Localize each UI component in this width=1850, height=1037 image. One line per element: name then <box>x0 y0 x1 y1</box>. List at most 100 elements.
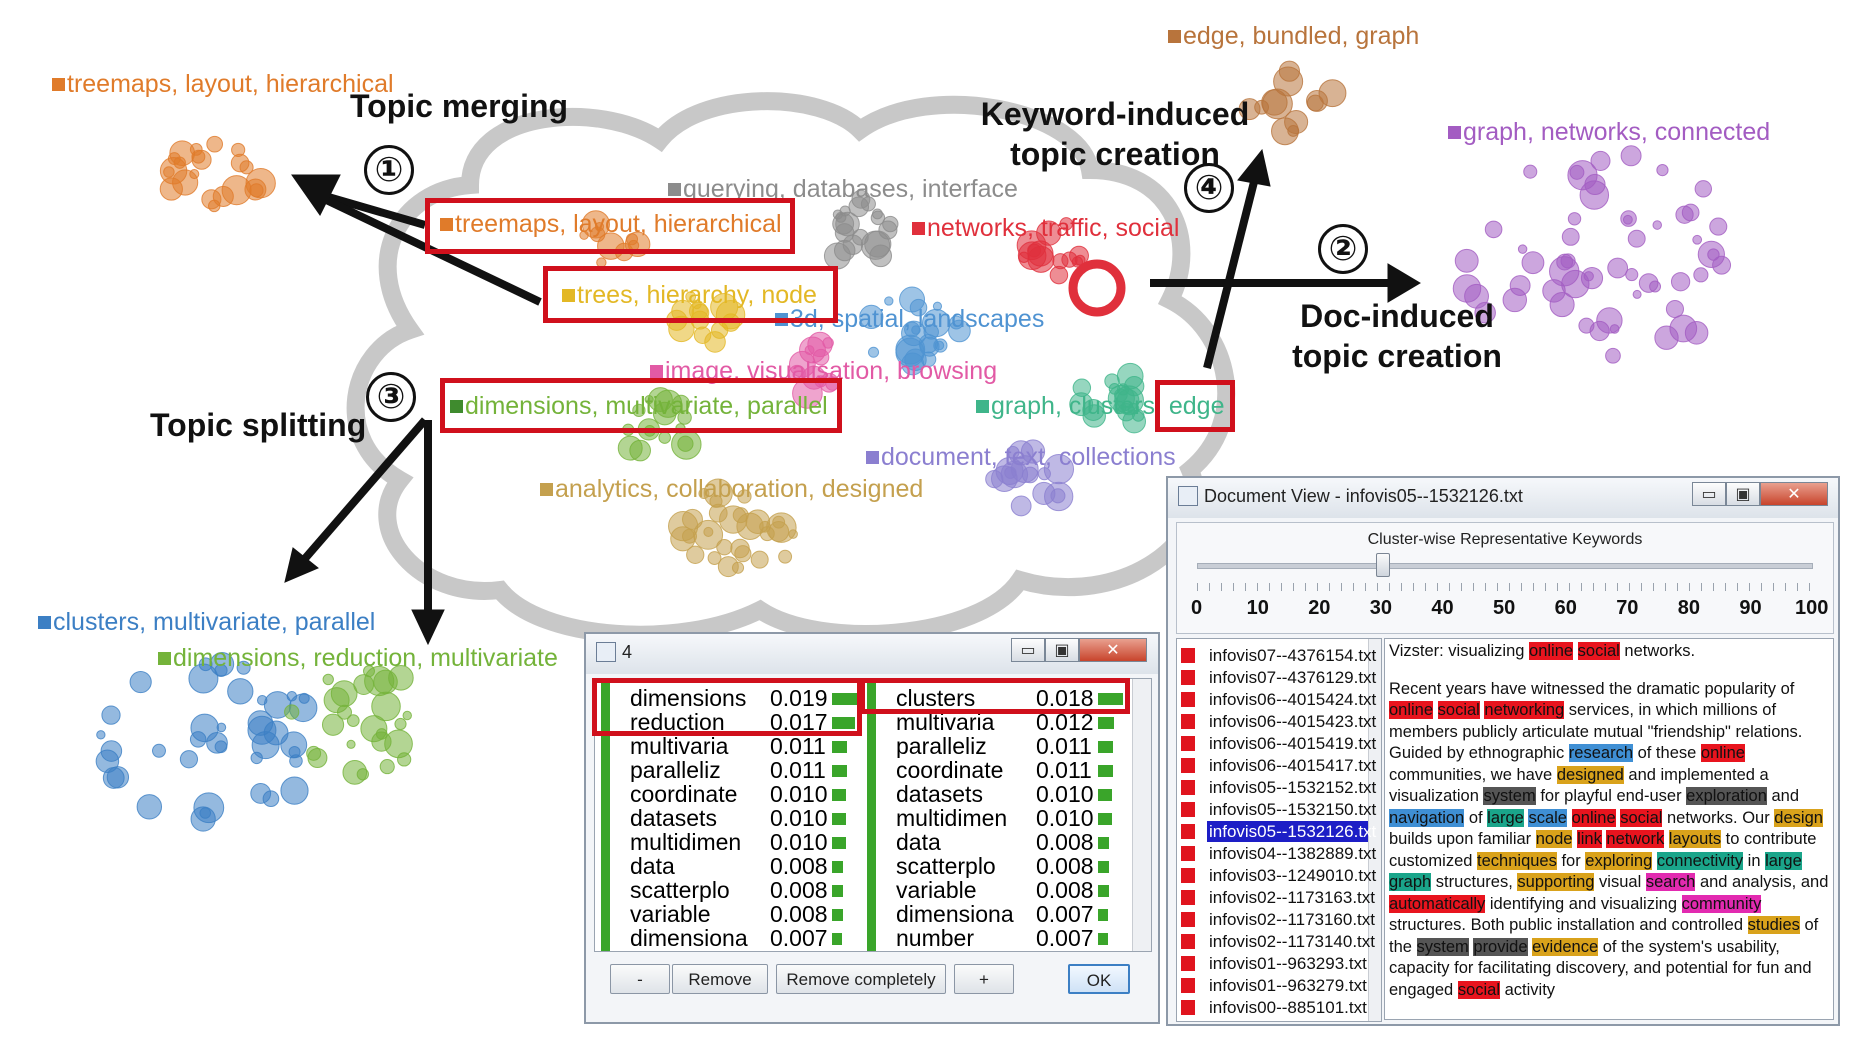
document-bubble[interactable] <box>686 545 705 564</box>
file-list[interactable]: infovis07--4376154.txt infovis07--4376129… <box>1176 638 1382 1022</box>
document-bubble[interactable] <box>1583 271 1594 282</box>
document-bubble[interactable] <box>851 189 871 209</box>
file-list-item[interactable]: infovis05--1532150.txt <box>1177 799 1376 820</box>
maximize-icon[interactable]: ▣ <box>1045 638 1079 662</box>
document-bubble[interactable] <box>152 743 166 758</box>
document-bubble[interactable] <box>707 551 722 566</box>
topic-label[interactable]: networks, traffic, social <box>912 214 1179 242</box>
document-bubble[interactable] <box>716 539 733 556</box>
document-bubble[interactable] <box>129 670 152 694</box>
document-bubble[interactable] <box>1625 268 1639 282</box>
document-bubble[interactable] <box>307 747 328 769</box>
document-bubble[interactable] <box>1044 481 1074 512</box>
file-list-item[interactable]: infovis06--4015419.txt <box>1177 733 1376 754</box>
document-bubble[interactable] <box>236 660 251 675</box>
document-bubble[interactable] <box>1104 373 1120 389</box>
document-bubble[interactable] <box>1567 160 1598 191</box>
document-bubble[interactable] <box>878 220 898 240</box>
document-bubble[interactable] <box>216 722 227 733</box>
document-bubble[interactable] <box>247 710 274 736</box>
document-bubble[interactable] <box>1523 164 1538 179</box>
document-bubble[interactable] <box>730 538 750 559</box>
document-bubble[interactable] <box>1484 220 1503 239</box>
file-list-item[interactable]: infovis02--1173160.txt <box>1177 909 1375 930</box>
document-bubble[interactable] <box>1454 248 1479 273</box>
document-bubble[interactable] <box>1049 265 1069 285</box>
document-bubble[interactable] <box>284 704 300 720</box>
document-bubble[interactable] <box>1561 227 1580 246</box>
document-bubble[interactable] <box>206 135 224 153</box>
document-bubble[interactable] <box>1627 229 1646 248</box>
document-bubble[interactable] <box>709 494 723 508</box>
keyword-dialog[interactable]: 4 ▭ ▣ ✕ dimensions 0.019 reduction 0.017 mul… <box>584 632 1160 1024</box>
document-bubble[interactable] <box>594 222 605 232</box>
keyword-dialog-titlebar[interactable]: 4 ▭ ▣ ✕ <box>586 634 1158 674</box>
document-bubble[interactable] <box>159 157 188 185</box>
minus-button[interactable]: - <box>610 964 670 994</box>
close-icon[interactable]: ✕ <box>1079 638 1147 662</box>
document-bubble[interactable] <box>745 509 771 535</box>
document-bubble[interactable] <box>1000 460 1029 489</box>
document-bubble[interactable] <box>801 365 826 390</box>
document-bubble[interactable] <box>1609 324 1620 334</box>
document-bubble[interactable] <box>1238 98 1261 121</box>
remove-completely-button[interactable]: Remove completely <box>776 964 946 994</box>
document-bubble[interactable] <box>1027 243 1042 258</box>
document-bubble[interactable] <box>102 767 125 789</box>
document-bubble[interactable] <box>1620 145 1642 167</box>
document-bubble[interactable] <box>625 233 639 246</box>
document-bubble[interactable] <box>1071 256 1084 268</box>
document-bubble[interactable] <box>895 337 925 367</box>
document-bubble[interactable] <box>379 759 395 775</box>
document-bubble[interactable] <box>397 752 412 767</box>
remove-button[interactable]: Remove <box>672 964 768 994</box>
document-bubble[interactable] <box>719 505 748 534</box>
topic-label[interactable]: dimensions, reduction, multivariate <box>158 644 558 672</box>
document-bubble[interactable] <box>1567 212 1582 226</box>
document-bubble[interactable] <box>371 691 401 722</box>
document-bubble[interactable] <box>617 435 643 461</box>
document-bubble[interactable] <box>375 728 388 740</box>
document-bubble[interactable] <box>1474 301 1496 324</box>
document-bubble[interactable] <box>842 234 864 255</box>
document-bubble[interactable] <box>985 469 1004 489</box>
minimize-icon[interactable]: ▭ <box>1692 482 1726 506</box>
document-bubble[interactable] <box>698 488 710 500</box>
document-bubble[interactable] <box>1127 402 1140 415</box>
document-bubble[interactable] <box>832 212 855 235</box>
topic-label[interactable]: treemaps, layout, hierarchical <box>52 70 394 98</box>
document-bubble[interactable] <box>904 321 921 338</box>
file-list-item[interactable]: infovis02--1173140.txt <box>1177 931 1375 952</box>
document-bubble[interactable] <box>1306 90 1328 112</box>
document-bubble[interactable] <box>212 185 234 207</box>
file-list-scrollbar[interactable] <box>1368 639 1381 1021</box>
document-bubble[interactable] <box>189 169 200 180</box>
document-bubble[interactable] <box>671 429 702 460</box>
file-list-item[interactable]: infovis07--4376129.txt <box>1177 667 1376 688</box>
document-bubble[interactable] <box>250 783 272 804</box>
scrollbar[interactable] <box>1132 679 1151 951</box>
plus-button[interactable]: + <box>954 964 1014 994</box>
document-bubble[interactable] <box>214 740 228 754</box>
document-bubble[interactable] <box>1010 495 1032 517</box>
slider-thumb[interactable] <box>1375 553 1390 577</box>
topic-label[interactable]: graph, clusters, edge <box>976 392 1224 420</box>
document-bubble[interactable] <box>136 794 163 820</box>
document-bubble[interactable] <box>1707 248 1720 261</box>
document-bubble[interactable] <box>859 304 884 330</box>
document-bubble[interactable] <box>336 704 352 720</box>
document-bubble[interactable] <box>346 714 360 727</box>
document-bubble[interactable] <box>321 713 345 736</box>
document-bubble[interactable] <box>230 153 250 173</box>
document-bubble[interactable] <box>394 717 407 731</box>
document-bubble[interactable] <box>644 394 654 405</box>
document-bubble[interactable] <box>96 730 106 740</box>
document-bubble[interactable] <box>286 691 298 702</box>
document-bubble[interactable] <box>1693 267 1709 283</box>
document-view-window[interactable]: Document View - infovis05--1532126.txt ▭… <box>1166 476 1840 1026</box>
document-bubble[interactable] <box>191 149 206 164</box>
document-bubble[interactable] <box>198 657 213 672</box>
file-list-item[interactable]: infovis06--4015424.txt <box>1177 689 1376 710</box>
document-bubble[interactable] <box>373 669 398 695</box>
document-bubble[interactable] <box>322 673 334 686</box>
